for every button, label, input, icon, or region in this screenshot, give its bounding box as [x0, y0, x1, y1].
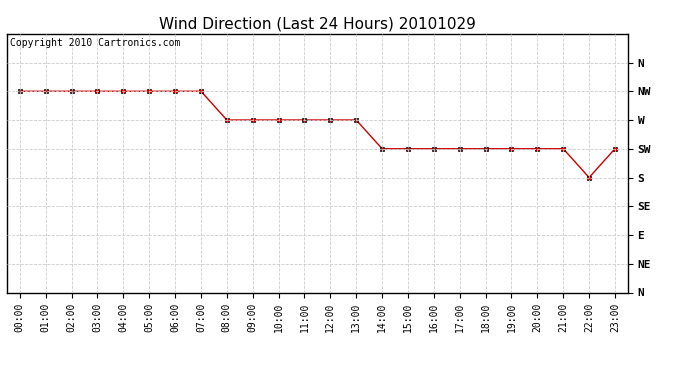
Text: Copyright 2010 Cartronics.com: Copyright 2010 Cartronics.com	[10, 38, 180, 48]
Title: Wind Direction (Last 24 Hours) 20101029: Wind Direction (Last 24 Hours) 20101029	[159, 16, 476, 31]
